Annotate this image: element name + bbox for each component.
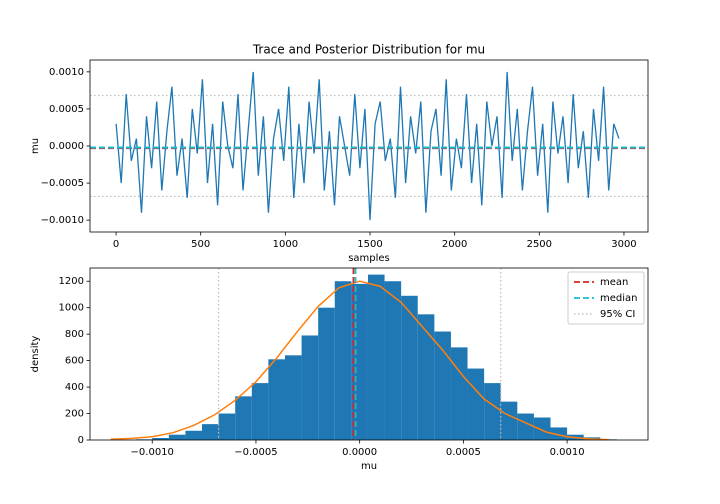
y-tick-label: 800 [65,329,84,340]
x-axis-label: mu [361,461,377,472]
legend-label: mean [600,277,628,288]
histogram-bar [251,383,269,440]
x-axis-label: samples [348,253,390,264]
histogram-bar [202,424,219,440]
y-tick-label: 0.0000 [49,141,84,152]
histogram-bar [450,347,468,440]
kde-line [110,280,609,441]
y-tick-label: 0.0005 [49,104,84,115]
x-tick-label: 1000 [273,239,298,250]
x-tick-label: 0.0000 [342,447,377,458]
y-tick-label: 400 [65,382,84,393]
histogram-bar [550,427,568,440]
legend-label: 95% CI [600,309,635,320]
y-tick-label: −0.0010 [41,215,84,226]
histogram-bar [268,359,285,440]
histogram-bar [517,413,534,440]
y-axis-label: mu [30,138,41,154]
trace-line [115,71,620,221]
histogram-bar [318,307,335,440]
y-tick-label: 200 [65,409,84,420]
histogram-bar [152,438,169,440]
y-tick-label: 0 [78,435,84,446]
y-axis-label: density [30,336,41,373]
histogram-bar [484,383,501,440]
histogram-bar [467,368,485,440]
x-tick-label: 0.0005 [446,447,481,458]
y-tick-label: 1000 [59,303,84,314]
legend-label: median [600,293,638,304]
x-tick-label: −0.0010 [131,447,174,458]
x-tick-label: −0.0005 [234,447,277,458]
x-tick-label: 0 [113,239,119,250]
histogram-bar [417,314,435,440]
x-tick-label: 0.0010 [550,447,585,458]
x-tick-label: 2000 [442,239,467,250]
histogram-bar [500,401,518,440]
y-tick-label: −0.0005 [41,178,84,189]
histogram-bar [185,430,203,440]
x-tick-label: 500 [191,239,210,250]
y-tick-label: 600 [65,356,84,367]
x-tick-label: 2500 [527,239,552,250]
legend-box [567,271,645,325]
y-tick-label: 1200 [59,276,84,287]
y-tick-label: 0.0010 [49,67,84,78]
histogram-bar [384,281,402,440]
histogram-bar [218,413,236,440]
x-tick-label: 1500 [357,239,382,250]
histogram-bar [334,281,352,440]
histogram-bar [533,417,551,440]
histogram-bar [284,355,302,440]
chart-title: Trace and Posterior Distribution for mu [252,43,485,57]
x-tick-label: 3000 [611,239,636,250]
histogram-bar [401,295,418,440]
histogram-bar [301,335,319,440]
histogram-bar [168,434,186,440]
histogram-bar [367,274,385,440]
histogram-bar [235,396,252,440]
axes-frame [89,267,649,441]
histogram-bar [434,331,451,440]
